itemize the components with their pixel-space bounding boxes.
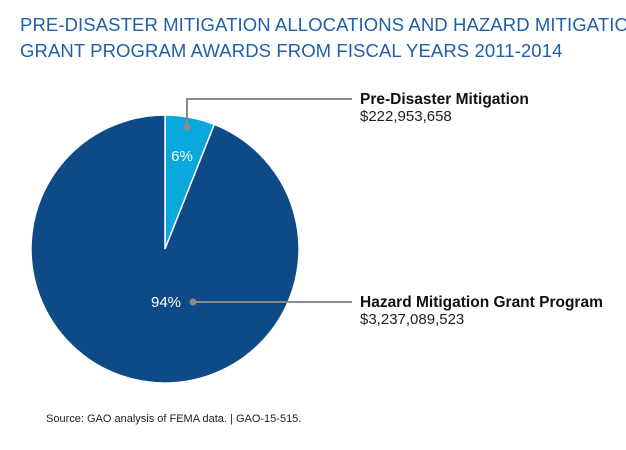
chart-title-line-1: PRE-DISASTER MITIGATION ALLOCATIONS AND …: [20, 14, 626, 35]
leader-lines: [183, 98, 352, 306]
callout-name-pre-disaster: Pre-Disaster Mitigation: [360, 91, 529, 108]
chart-title-line-2: GRANT PROGRAM AWARDS FROM FISCAL YEARS 2…: [20, 40, 563, 61]
pie-slice-hmgp: [30, 114, 300, 384]
leader-dot-hmgp: [189, 298, 197, 306]
pie-slices: [30, 114, 300, 384]
leader-line-pre-disaster: [186, 98, 352, 127]
callout-name-hmgp: Hazard Mitigation Grant Program: [360, 294, 603, 311]
slice-label-pre-disaster: 6%: [171, 148, 193, 165]
leader-dot-pre-disaster: [183, 123, 191, 131]
slice-label-hmgp: 94%: [151, 294, 181, 311]
chart-title: PRE-DISASTER MITIGATION ALLOCATIONS AND …: [20, 12, 626, 64]
source-note: Source: GAO analysis of FEMA data. | GAO…: [46, 413, 302, 425]
callout-value-pre-disaster: $222,953,658: [360, 108, 452, 125]
callout-value-hmgp: $3,237,089,523: [360, 311, 464, 328]
